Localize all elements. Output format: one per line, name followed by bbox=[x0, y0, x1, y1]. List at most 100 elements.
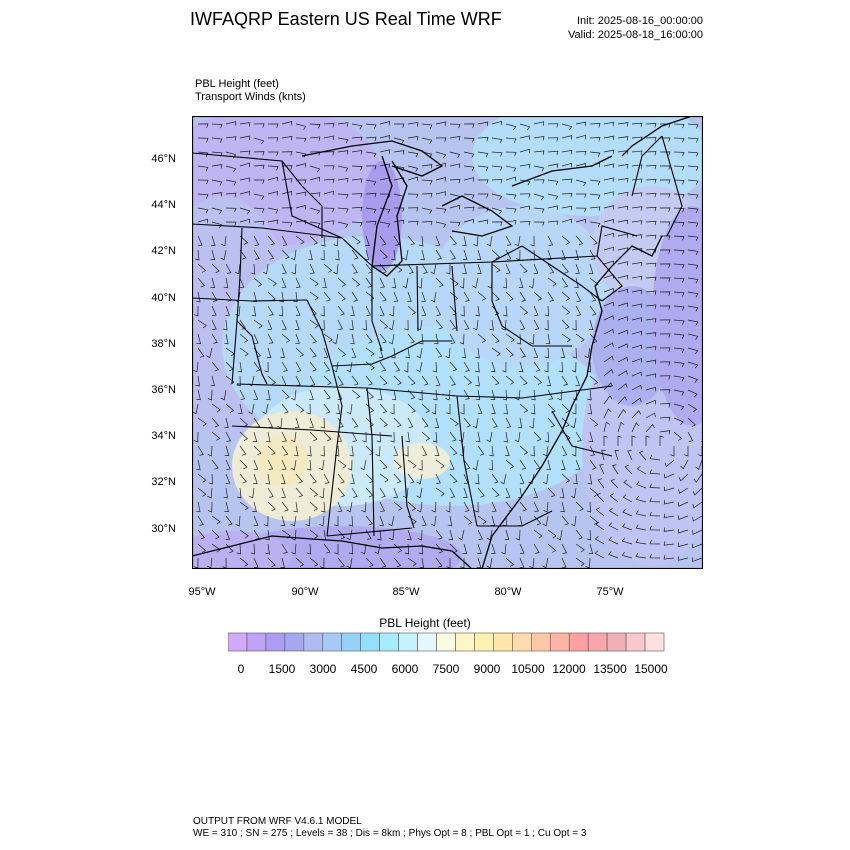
wind-barb bbox=[505, 235, 512, 246]
wind-barb bbox=[239, 389, 246, 400]
wind-barb bbox=[491, 403, 496, 414]
wind-barb bbox=[472, 459, 479, 471]
wind-barb bbox=[529, 277, 535, 289]
wind-barb bbox=[664, 473, 675, 479]
wind-barb bbox=[407, 557, 417, 567]
wind-barb bbox=[196, 501, 201, 513]
wind-barb bbox=[631, 289, 643, 295]
wind-barb bbox=[421, 137, 433, 144]
wind-barb bbox=[533, 263, 539, 274]
wind-barb bbox=[645, 165, 657, 170]
wind-barb bbox=[622, 494, 633, 503]
colorbar-swatch bbox=[587, 632, 608, 652]
wind-barb bbox=[546, 375, 552, 387]
wind-barb bbox=[434, 333, 439, 345]
wind-barb bbox=[267, 176, 278, 182]
wind-barb bbox=[663, 527, 675, 532]
wind-barb bbox=[253, 529, 260, 540]
wind-barb bbox=[561, 543, 568, 554]
wind-barb bbox=[337, 207, 349, 213]
wind-barb bbox=[351, 487, 358, 498]
wind-barb bbox=[402, 249, 409, 261]
wind-barb bbox=[463, 123, 475, 128]
colorbar-tick-label: 15000 bbox=[634, 662, 668, 676]
wind-barb bbox=[333, 235, 339, 247]
colorbar-swatch bbox=[493, 632, 513, 652]
wind-barb bbox=[281, 135, 293, 141]
wind-barb bbox=[421, 221, 433, 226]
wind-barb bbox=[309, 333, 317, 344]
wind-barb bbox=[603, 435, 608, 446]
wind-barb bbox=[677, 556, 689, 561]
wind-barb bbox=[295, 347, 304, 358]
wind-barb bbox=[323, 135, 335, 140]
wind-barb bbox=[687, 347, 699, 355]
wind-barb bbox=[390, 431, 395, 443]
wind-barb bbox=[350, 473, 355, 485]
wind-barb bbox=[235, 305, 241, 317]
wind-barb bbox=[491, 165, 503, 171]
wind-barb bbox=[281, 333, 291, 343]
wind-barb bbox=[463, 515, 473, 525]
wind-barb bbox=[253, 473, 258, 484]
wind-barb bbox=[533, 165, 545, 172]
wind-barb bbox=[323, 473, 330, 484]
wind-barb bbox=[251, 305, 257, 317]
wind-barb bbox=[435, 177, 447, 182]
wind-barb bbox=[449, 319, 457, 330]
wind-barb bbox=[617, 302, 628, 308]
wind-barb bbox=[267, 417, 273, 428]
lat-label: 44°N bbox=[151, 199, 176, 212]
wind-barb bbox=[673, 431, 683, 441]
wind-barb bbox=[323, 389, 331, 400]
wind-barb bbox=[346, 403, 353, 415]
wind-barb bbox=[197, 487, 207, 497]
wind-barb bbox=[435, 543, 444, 554]
wind-barb bbox=[379, 459, 388, 470]
wind-barb bbox=[225, 136, 237, 141]
wind-barb bbox=[197, 529, 206, 540]
wind-barb bbox=[472, 417, 479, 429]
wind-barb bbox=[518, 277, 524, 288]
wind-barb bbox=[649, 511, 661, 517]
colorbar-tick-label: 13500 bbox=[593, 662, 627, 676]
field-labels: PBL Height (feet) Transport Winds (knts) bbox=[195, 78, 306, 104]
wind-barb bbox=[533, 179, 545, 184]
colorbar-tick-label: 0 bbox=[237, 662, 245, 676]
wind-barb bbox=[463, 137, 475, 143]
colorbar-swatch bbox=[512, 632, 532, 652]
wind-barb bbox=[211, 137, 223, 143]
wind-barb bbox=[519, 445, 529, 455]
wind-barb bbox=[393, 557, 402, 568]
wind-barb bbox=[519, 123, 531, 131]
wind-barb bbox=[225, 431, 232, 442]
wind-barb bbox=[587, 389, 592, 401]
wind-barb bbox=[505, 220, 517, 225]
wind-barb bbox=[337, 347, 347, 357]
wind-barb bbox=[225, 207, 237, 213]
wind-barb bbox=[211, 263, 220, 274]
wind-barb bbox=[393, 150, 405, 155]
wind-barb bbox=[268, 123, 279, 128]
wind-barb bbox=[407, 176, 418, 182]
wind-barb bbox=[610, 478, 619, 489]
wind-barb bbox=[416, 473, 423, 485]
wind-barb bbox=[477, 121, 489, 127]
wind-barb bbox=[635, 552, 647, 559]
wind-barb bbox=[239, 235, 249, 245]
wind-barb bbox=[491, 487, 500, 498]
wind-barb bbox=[309, 151, 321, 156]
wind-barb bbox=[475, 375, 480, 387]
wind-barb bbox=[295, 403, 305, 413]
wind-barb bbox=[477, 403, 483, 414]
wind-barb bbox=[673, 403, 685, 411]
init-time: Init: 2025-08-16_00:00:00 bbox=[577, 15, 703, 27]
wind-barb bbox=[263, 515, 269, 527]
wind-barb bbox=[268, 151, 279, 156]
colorbar-swatch bbox=[625, 632, 646, 652]
wind-barb bbox=[281, 431, 287, 442]
wind-barb bbox=[649, 497, 661, 503]
wind-barb bbox=[603, 121, 615, 127]
wind-barb bbox=[337, 501, 343, 512]
wind-barb bbox=[572, 347, 577, 359]
